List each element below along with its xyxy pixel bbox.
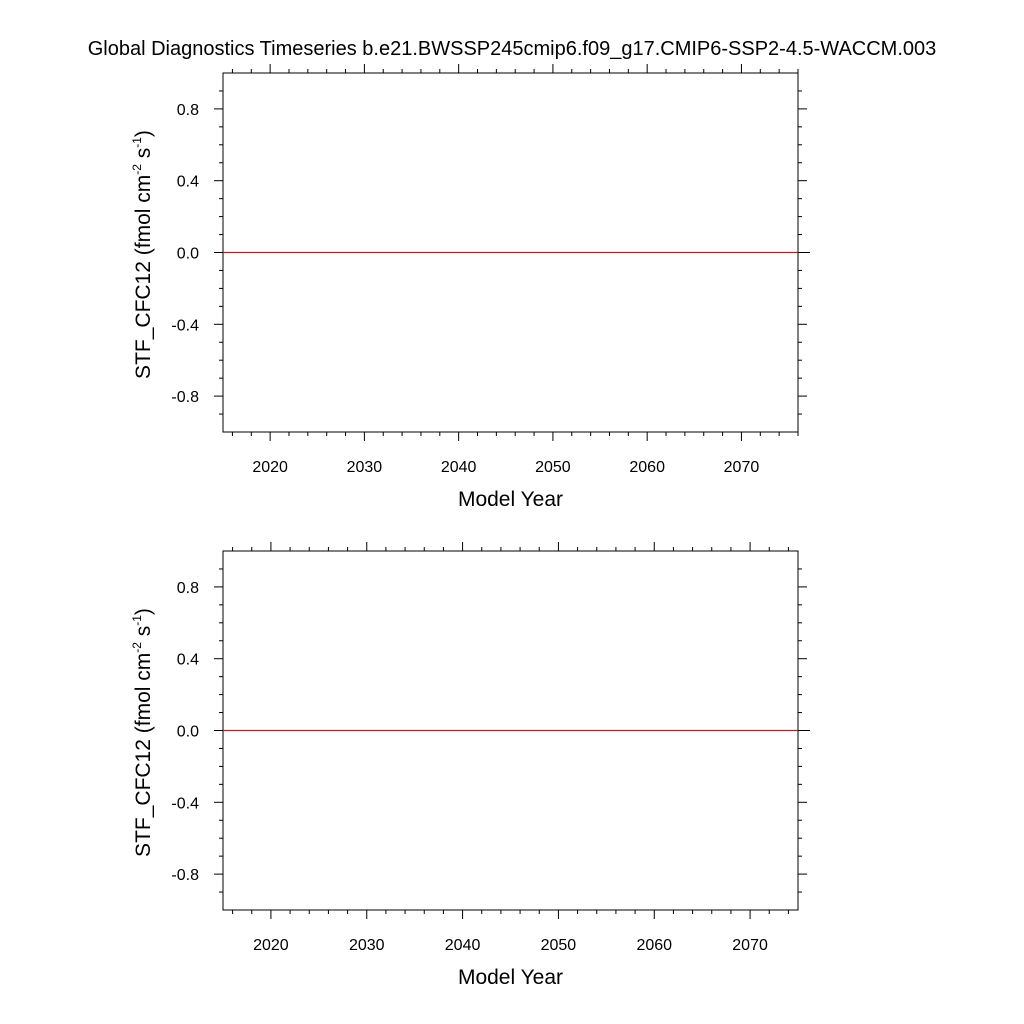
x-tick-label: 2040: [445, 937, 481, 954]
x-tick-label: 2020: [252, 459, 288, 476]
y-tick-label: -0.4: [171, 795, 199, 812]
y-tick-label: -0.8: [171, 867, 199, 884]
x-tick-label: 2030: [349, 937, 385, 954]
x-axis-label: Model Year: [458, 488, 563, 511]
y-axis-label-superscript: -1: [130, 615, 144, 626]
y-tick-label: 0.4: [177, 174, 199, 191]
y-axis-label-superscript: -2: [130, 164, 144, 175]
y-axis-label-part: s: [132, 626, 155, 642]
chart-bottom: 2020 2030 2040 2050 2060 2070 0.8 0.4 0.0 -0.4 -0.…: [130, 542, 810, 989]
x-tick-label: 2030: [347, 459, 383, 476]
y-axis-label-part: ): [132, 608, 155, 615]
y-tick-label: 0.8: [177, 580, 199, 597]
page-title: Global Diagnostics Timeseries b.e21.BWSS…: [87, 38, 937, 60]
chart-top: 2020 2030 2040 2050 2060 2070 0.8 0.4 0.0 -0.4 -0.…: [130, 64, 810, 511]
y-tick-label: 0.0: [177, 724, 199, 741]
y-tick-label: 0.8: [177, 102, 199, 119]
y-axis-label: STF_CFC12 (fmol cm-2 s-1): [130, 608, 155, 857]
y-axis-label-superscript: -2: [130, 642, 144, 653]
x-tick-label: 2050: [535, 459, 571, 476]
x-tick-label: 2070: [724, 459, 760, 476]
x-tick-label: 2040: [441, 459, 477, 476]
x-tick-label: 2050: [541, 937, 577, 954]
y-axis-label-part: s: [132, 148, 155, 164]
y-axis-label-superscript: -1: [130, 137, 144, 148]
y-axis-label: STF_CFC12 (fmol cm-2 s-1): [130, 130, 155, 379]
y-tick-label: -0.4: [171, 317, 199, 334]
y-axis-label-part: STF_CFC12 (fmol cm: [132, 175, 155, 379]
x-axis-label: Model Year: [458, 966, 563, 989]
y-tick-label: -0.8: [171, 389, 199, 406]
x-tick-label: 2020: [253, 937, 289, 954]
x-tick-label: 2060: [636, 937, 672, 954]
x-tick-label: 2060: [629, 459, 665, 476]
y-axis-label-part: STF_CFC12 (fmol cm: [132, 653, 155, 857]
x-tick-label: 2070: [732, 937, 768, 954]
y-axis-label-part: ): [132, 130, 155, 137]
y-tick-label: 0.4: [177, 652, 199, 669]
y-tick-label: 0.0: [177, 246, 199, 263]
